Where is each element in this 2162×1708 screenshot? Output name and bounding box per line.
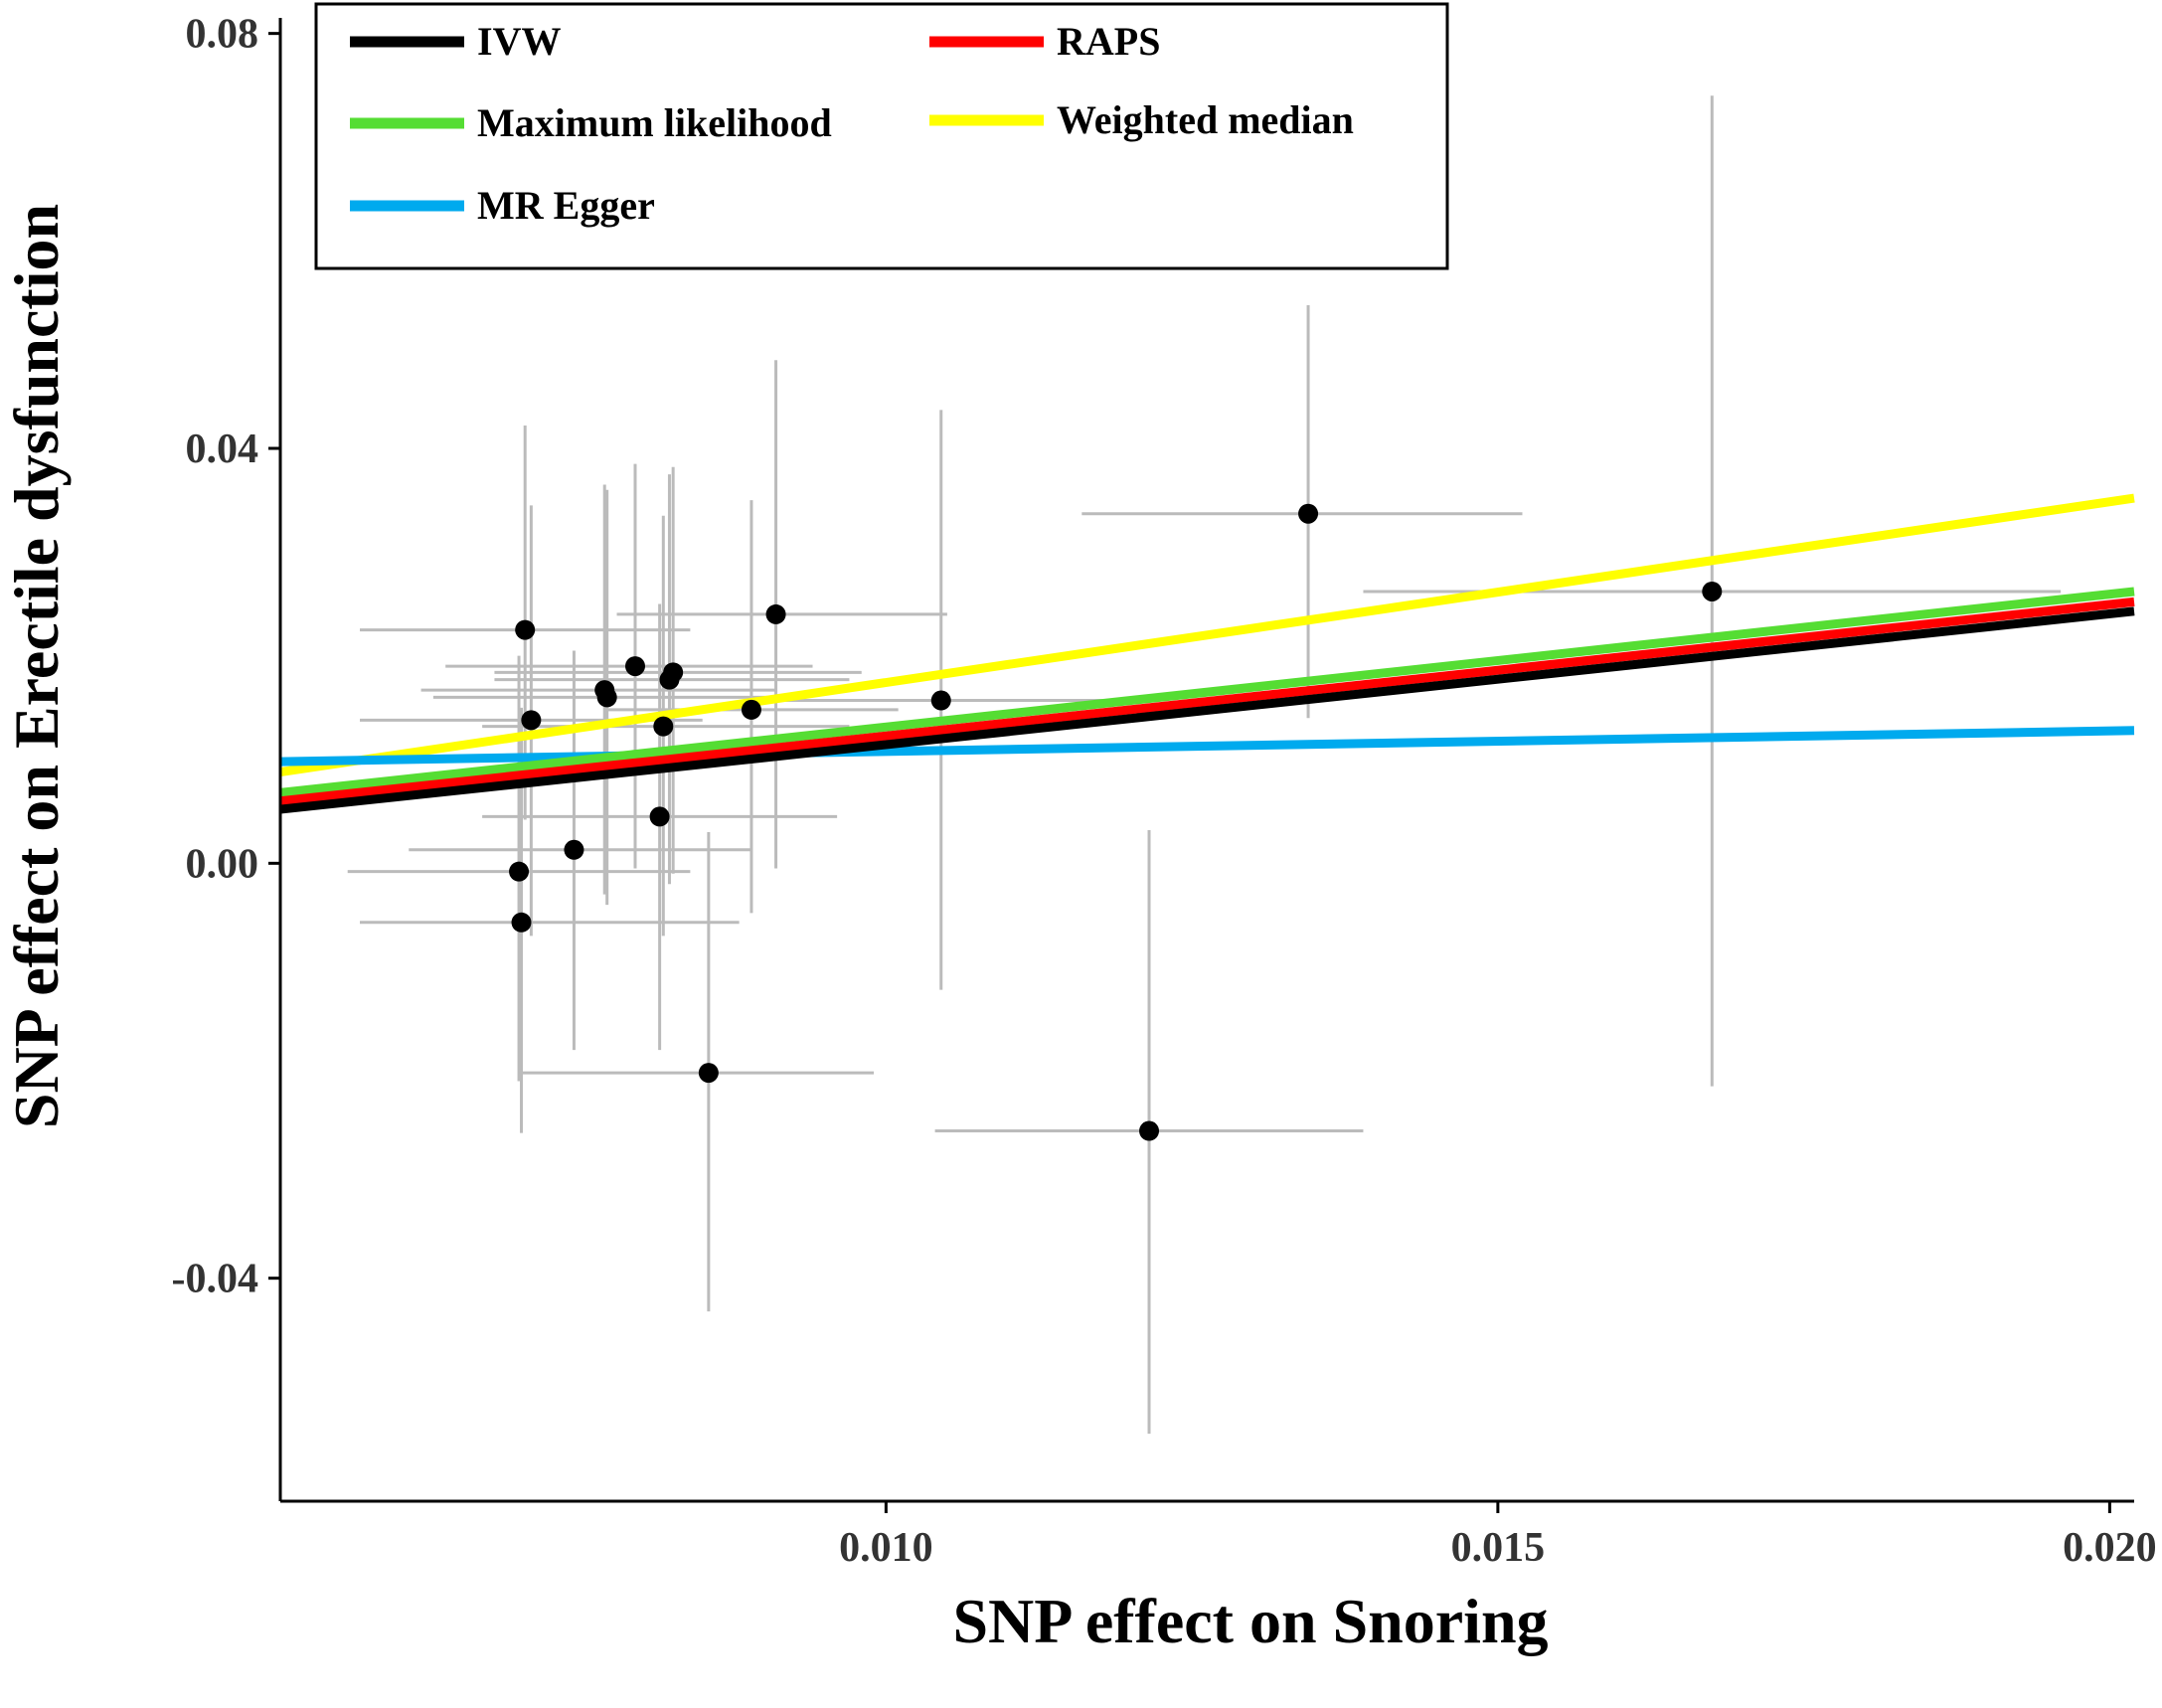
point-6 xyxy=(596,687,617,708)
point-3 xyxy=(511,912,532,933)
point-4 xyxy=(564,839,584,860)
legend-label-raps: RAPS xyxy=(1057,19,1160,64)
point-12 xyxy=(698,1063,719,1084)
point-17 xyxy=(1298,503,1319,524)
data-points xyxy=(509,503,1723,1141)
legend-box xyxy=(314,2,1449,270)
y-axis-ticks: -0.04 0.00 0.04 0.08 xyxy=(172,12,280,1302)
legend-label-ivw: IVW xyxy=(477,19,561,64)
y-tick-label-1: 0.00 xyxy=(186,841,259,887)
legend: IVW RAPS Maximum likelihood Weighted median… xyxy=(314,2,1449,270)
point-0 xyxy=(515,619,536,640)
point-1 xyxy=(521,710,542,731)
legend-label-mr-egger: MR Egger xyxy=(477,183,655,228)
x-tick-label-0: 0.010 xyxy=(839,1525,933,1571)
point-15 xyxy=(930,690,951,711)
line-maximum-likelihood xyxy=(279,587,2135,797)
point-11 xyxy=(663,662,684,683)
point-16 xyxy=(1139,1120,1160,1141)
y-tick-label-2: 0.04 xyxy=(186,427,259,472)
y-axis-title: SNP effect on Erectile dysfunction xyxy=(1,204,72,1128)
line-weighted-median xyxy=(279,493,2135,776)
y-tick-label-3: 0.08 xyxy=(186,12,259,58)
point-2 xyxy=(509,861,530,882)
point-8 xyxy=(649,806,670,827)
x-tick-label-1: 0.015 xyxy=(1451,1525,1546,1571)
x-tick-label-2: 0.020 xyxy=(2063,1525,2157,1571)
x-axis-ticks: 0.010 0.015 0.020 xyxy=(839,1501,2157,1571)
point-13 xyxy=(741,699,761,720)
point-7 xyxy=(624,656,645,677)
line-ivw xyxy=(279,606,2135,814)
y-tick-label-0: -0.04 xyxy=(172,1257,259,1302)
regression-lines xyxy=(279,493,2135,814)
legend-label-weighted-median: Weighted median xyxy=(1057,97,1354,142)
point-14 xyxy=(765,603,786,624)
legend-label-maximum-likelihood: Maximum likelihood xyxy=(477,100,832,145)
point-18 xyxy=(1702,581,1723,601)
line-raps xyxy=(279,597,2135,806)
x-axis-title: SNP effect on Snoring xyxy=(952,1586,1548,1656)
point-9 xyxy=(653,716,674,737)
